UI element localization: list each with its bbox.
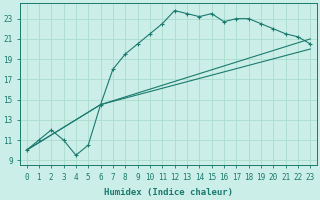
X-axis label: Humidex (Indice chaleur): Humidex (Indice chaleur) — [104, 188, 233, 197]
